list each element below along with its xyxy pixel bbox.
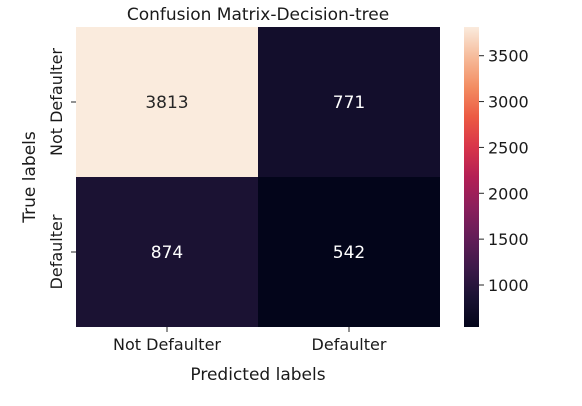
cell-value-label: 771 [333,93,365,113]
heatmap-cell [76,177,258,327]
y-tick-label: Not Defaulter [47,48,66,156]
heatmap-cell-labels: 3813 771 874 542 [145,93,365,263]
cell-value-label: 874 [151,243,183,263]
heatmap-cell [258,177,440,327]
colorbar-ticks: 1000 1500 2000 2500 3000 3500 [479,47,529,295]
colorbar-tick-label: 1500 [488,230,529,249]
colorbar-tick-label: 1000 [488,276,529,295]
cell-value-label: 542 [333,243,365,263]
chart-title: Confusion Matrix-Decision-tree [127,5,389,25]
y-tick-label: Defaulter [47,214,66,289]
heatmap-cell [76,27,258,177]
heatmap-cell [258,27,440,177]
colorbar [464,27,479,327]
cell-value-label: 3813 [145,93,188,113]
colorbar-tick-label: 3500 [488,47,529,66]
heatmap-cells [76,27,440,327]
y-axis-label: True labels [20,131,40,224]
x-tick-label: Not Defaulter [113,335,221,354]
x-tick-label: Defaulter [312,335,387,354]
x-axis-label: Predicted labels [190,365,325,385]
colorbar-tick-label: 2500 [488,138,529,157]
y-axis-ticks: Not Defaulter Defaulter [47,48,76,289]
x-axis-ticks: Not Defaulter Defaulter [113,327,387,354]
colorbar-tick-label: 2000 [488,184,529,203]
colorbar-tick-label: 3000 [488,93,529,112]
